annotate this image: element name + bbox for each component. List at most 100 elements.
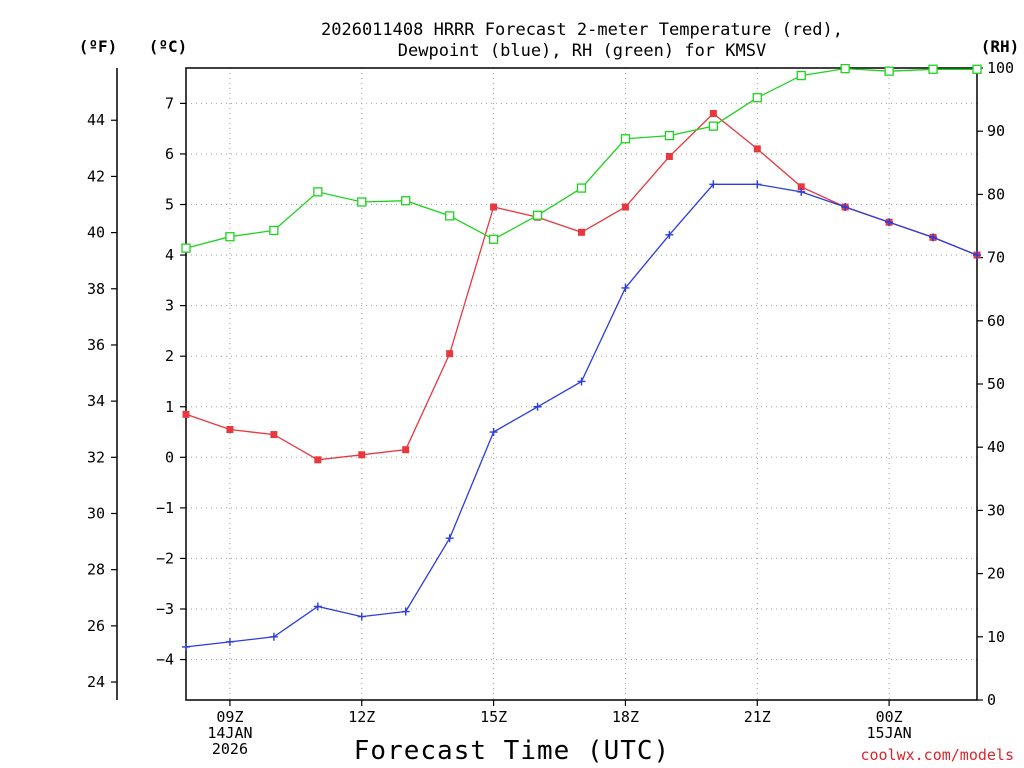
chart-title-line2: Dewpoint (blue), RH (green) for KMSV — [398, 41, 766, 61]
relative-humidity-point — [532, 210, 543, 220]
relative-humidity-point — [928, 64, 938, 74]
celsius-unit-label: (ºC) — [149, 37, 188, 56]
fahrenheit-tick-label: 40 — [87, 224, 105, 242]
relative-humidity-point — [225, 232, 235, 242]
rh-tick-label: 50 — [987, 375, 1005, 393]
relative-humidity-point — [840, 63, 850, 74]
fahrenheit-tick-label: 26 — [87, 617, 105, 635]
dewpoint-point — [225, 637, 234, 646]
x-tick-label: 15JAN — [867, 724, 912, 742]
relative-humidity-point — [313, 187, 323, 197]
x-axis-label: Forecast Time (UTC) — [354, 736, 670, 766]
dewpoint-point — [621, 283, 630, 292]
dewpoint-point — [841, 203, 850, 212]
x-tick-label: 18Z — [612, 708, 639, 726]
relative-humidity-point — [752, 93, 762, 103]
temperature-point — [578, 228, 585, 236]
relative-humidity-point — [357, 197, 367, 207]
x-tick-label: 09Z — [216, 708, 243, 726]
dewpoint-point — [533, 402, 542, 411]
rh-tick-label: 100 — [987, 59, 1014, 77]
fahrenheit-unit-label: (ºF) — [79, 37, 118, 56]
x-tick-label: 21Z — [744, 708, 771, 726]
temperature-point — [314, 456, 322, 464]
temperature-point — [182, 410, 190, 418]
celsius-tick-label: 7 — [165, 94, 174, 112]
temperature-point — [490, 203, 498, 211]
dewpoint-point — [182, 642, 190, 651]
dewpoint-point — [577, 377, 586, 386]
celsius-tick-label: −1 — [156, 499, 174, 517]
dewpoint-point — [269, 632, 278, 641]
dewpoint-point — [797, 187, 806, 196]
celsius-tick-label: 5 — [165, 196, 174, 214]
relative-humidity-point — [620, 134, 631, 144]
temperature-point — [226, 426, 234, 434]
relative-humidity-point — [664, 130, 675, 141]
celsius-tick-label: −2 — [156, 549, 174, 567]
relative-humidity-point — [972, 64, 982, 74]
celsius-tick-label: 2 — [165, 347, 174, 365]
dewpoint-point — [665, 230, 674, 239]
celsius-tick-label: 6 — [165, 145, 174, 163]
fahrenheit-tick-label: 28 — [87, 561, 105, 579]
dewpoint-point — [313, 602, 322, 611]
rh-tick-label: 90 — [987, 122, 1005, 140]
watermark: coolwx.com/models — [860, 746, 1014, 764]
temperature-point — [753, 145, 761, 153]
temperature-point — [621, 203, 629, 211]
celsius-tick-label: −4 — [156, 651, 174, 669]
celsius-tick-label: 4 — [165, 246, 174, 264]
relative-humidity-point — [796, 70, 806, 81]
x-tick-label: 2026 — [212, 740, 248, 758]
x-tick-label: 00Z — [876, 708, 903, 726]
celsius-tick-label: 3 — [165, 297, 174, 315]
temperature-point — [709, 110, 717, 118]
relative-humidity-line — [185, 67, 977, 249]
dewpoint-point — [445, 534, 454, 543]
data-series — [181, 63, 982, 651]
relative-humidity-point — [181, 243, 191, 253]
temperature-point — [358, 451, 366, 459]
fahrenheit-tick-label: 44 — [87, 111, 105, 129]
celsius-tick-label: 0 — [165, 448, 174, 466]
dewpoint-line — [185, 183, 978, 648]
fahrenheit-tick-label: 42 — [87, 167, 105, 185]
rh-unit-label: (RH) — [981, 37, 1020, 56]
relative-humidity-point — [269, 225, 279, 236]
gridlines — [186, 68, 977, 700]
x-tick-label: 12Z — [348, 708, 375, 726]
rh-tick-label: 30 — [987, 501, 1005, 519]
temperature-point — [270, 431, 278, 439]
x-tick-label: 14JAN — [207, 724, 252, 742]
fahrenheit-tick-label: 38 — [87, 280, 105, 298]
dewpoint-point — [929, 233, 938, 242]
fahrenheit-tick-label: 32 — [87, 448, 105, 466]
temperature-line — [185, 112, 978, 461]
dewpoint-point — [489, 428, 498, 437]
relative-humidity-point — [401, 196, 411, 206]
relative-humidity-point — [576, 183, 587, 193]
dewpoint-point — [973, 251, 981, 260]
relative-humidity-point — [445, 211, 455, 221]
temperature-point — [446, 350, 454, 358]
relative-humidity-point — [884, 66, 894, 76]
rh-tick-label: 70 — [987, 249, 1005, 267]
rh-tick-label: 40 — [987, 438, 1005, 456]
rh-tick-label: 10 — [987, 628, 1005, 646]
dewpoint-point — [709, 180, 718, 189]
fahrenheit-tick-label: 24 — [87, 673, 105, 691]
x-tick-label: 15Z — [480, 708, 507, 726]
temperature-point — [665, 152, 673, 160]
dewpoint-point — [753, 180, 762, 189]
rh-tick-label: 20 — [987, 565, 1005, 583]
celsius-tick-label: 1 — [165, 398, 174, 416]
rh-tick-label: 60 — [987, 312, 1005, 330]
rh-tick-label: 80 — [987, 185, 1005, 203]
temperature-point — [797, 183, 805, 191]
dewpoint-point — [885, 218, 894, 227]
temperature-point — [402, 446, 410, 454]
relative-humidity-point — [488, 234, 499, 244]
rh-tick-label: 0 — [987, 691, 996, 709]
